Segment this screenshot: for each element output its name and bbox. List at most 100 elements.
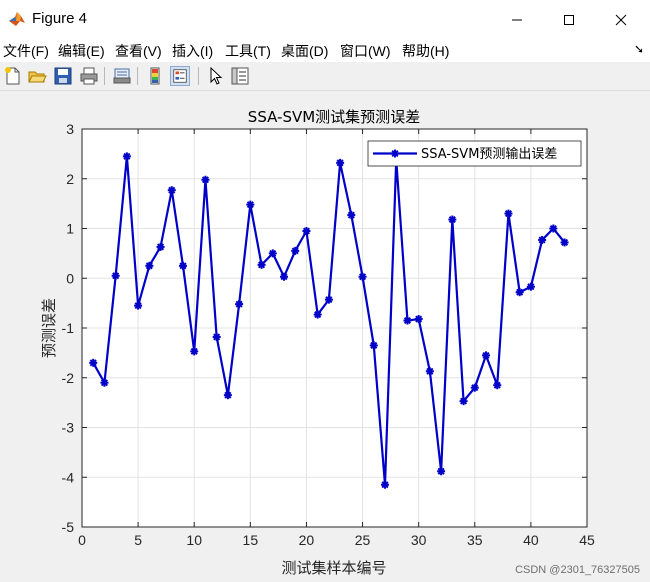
menu-bar: 文件(F) 编辑(E) 查看(V) 插入(I) 工具(T) 桌面(D) 窗口(W… (0, 38, 650, 62)
data-point (179, 261, 187, 270)
legend-label: SSA-SVM预测输出误差 (421, 146, 557, 162)
y-tick-label: -3 (62, 420, 75, 436)
open-icon[interactable] (27, 66, 47, 86)
data-point (190, 347, 199, 356)
title-bar: Figure 4 (0, 0, 650, 38)
x-axis-label: 测试集样本编号 (281, 559, 386, 577)
data-point (459, 397, 468, 406)
x-tick-label: 25 (355, 532, 371, 548)
toolbar-separator (137, 67, 138, 85)
data-point (302, 226, 311, 235)
maximize-button[interactable] (546, 6, 592, 34)
data-point (156, 242, 165, 251)
menu-insert[interactable]: 插入(I) (172, 43, 214, 59)
data-point (257, 260, 266, 269)
x-tick-label: 15 (243, 532, 259, 548)
menu-help[interactable]: 帮助(H) (402, 43, 450, 59)
x-tick-label: 5 (134, 532, 142, 548)
y-axis-label: 预测误差 (40, 298, 58, 358)
menu-file[interactable]: 文件(F) (3, 43, 49, 59)
data-point (100, 378, 109, 387)
data-point (448, 215, 457, 224)
data-point (403, 316, 412, 325)
pointer-icon[interactable] (206, 66, 226, 86)
series-markers (89, 152, 569, 489)
data-point (560, 238, 569, 247)
y-tick-label: 0 (66, 270, 74, 286)
menu-window[interactable]: 窗口(W) (340, 43, 391, 59)
data-point (358, 272, 367, 281)
y-tick-label: -4 (62, 469, 75, 485)
window-title: Figure 4 (32, 10, 88, 27)
data-point (414, 315, 423, 324)
minimize-icon (512, 19, 522, 21)
data-point (246, 200, 255, 209)
print-icon[interactable] (79, 66, 99, 86)
data-point (223, 391, 232, 400)
legend-marker-star (391, 149, 399, 158)
save-icon[interactable] (53, 66, 73, 86)
data-point (538, 235, 547, 244)
x-tick-label: 30 (411, 532, 427, 548)
y-tick-label: 3 (66, 121, 74, 137)
close-icon (615, 14, 627, 26)
data-point (515, 288, 524, 297)
maximize-icon (564, 15, 574, 25)
new-figure-icon[interactable] (3, 66, 23, 86)
menu-desktop[interactable]: 桌面(D) (281, 43, 329, 59)
data-point (122, 152, 131, 161)
x-tick-label: 0 (78, 532, 86, 548)
data-point (235, 300, 244, 309)
data-point (89, 358, 98, 367)
print-preview-icon[interactable] (112, 66, 132, 86)
data-point (482, 351, 490, 360)
y-tick-label: -5 (62, 519, 75, 535)
property-inspector-icon[interactable] (230, 66, 250, 86)
legend-icon[interactable] (170, 66, 190, 86)
data-point (134, 301, 143, 310)
y-tick-label: 1 (66, 221, 74, 237)
close-button[interactable] (598, 6, 644, 34)
y-axis-ticks: -5 -4 -3 -2 -1 0 1 2 3 (62, 121, 587, 535)
data-point (470, 383, 479, 392)
data-point (291, 246, 300, 255)
error-chart: 0 5 10 15 20 25 30 35 40 45 -5 -4 -3 -2 -1 0 1 2 3 SSA-SV… (40, 108, 595, 577)
data-point (347, 211, 356, 220)
dock-arrow-icon[interactable]: ➘ (633, 42, 644, 56)
x-tick-label: 45 (579, 532, 595, 548)
data-point (201, 175, 210, 184)
data-point (493, 381, 502, 390)
x-tick-label: 35 (467, 532, 483, 548)
x-tick-label: 20 (299, 532, 315, 548)
x-tick-label: 40 (523, 532, 539, 548)
data-point (437, 467, 446, 476)
data-point (336, 158, 345, 167)
colorbar-icon[interactable] (145, 66, 165, 86)
figure-area: 0 5 10 15 20 25 30 35 40 45 -5 -4 -3 -2 -1 0 1 2 3 SSA-SV… (0, 91, 650, 582)
menu-tools[interactable]: 工具(T) (225, 43, 271, 59)
data-point (369, 341, 378, 350)
chart-title: SSA-SVM测试集预测误差 (248, 108, 420, 126)
legend-marker (391, 149, 399, 158)
data-point (526, 282, 535, 291)
matlab-logo-icon (9, 12, 25, 26)
menu-edit[interactable]: 编辑(E) (58, 43, 105, 59)
data-point (111, 271, 120, 280)
minimize-button[interactable] (494, 6, 540, 34)
menu-view[interactable]: 查看(V) (115, 43, 162, 59)
data-point (145, 261, 154, 270)
figure-toolbar (0, 62, 650, 91)
data-point (324, 295, 333, 304)
watermark: CSDN @2301_76327505 (515, 564, 640, 576)
data-point (425, 367, 434, 376)
data-point (268, 249, 277, 258)
data-point (313, 310, 322, 319)
data-point (280, 272, 288, 281)
data-point (549, 224, 558, 233)
x-axis-ticks: 0 5 10 15 20 25 30 35 40 45 (78, 129, 595, 548)
data-point (167, 186, 176, 195)
legend[interactable]: SSA-SVM预测输出误差 (367, 140, 582, 167)
toolbar-separator (104, 67, 105, 85)
data-point (381, 480, 389, 489)
toolbar-separator (198, 67, 199, 85)
